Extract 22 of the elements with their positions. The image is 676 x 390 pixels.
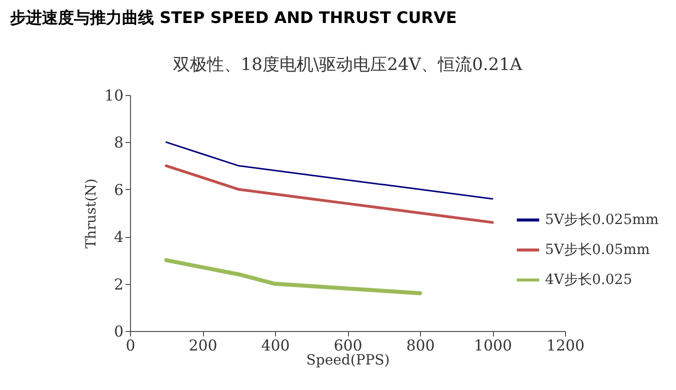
y-tick-label: 8 [114, 134, 124, 152]
y-axis-title: Thrust(N) [83, 178, 100, 249]
x-axis-title: Speed(PPS) [306, 352, 390, 368]
x-tick-label: 600 [334, 336, 362, 354]
y-tick-label: 6 [114, 180, 124, 199]
line-series [164, 258, 422, 296]
line-series [166, 141, 494, 200]
x-tick-label: 1200 [546, 336, 585, 354]
y-tick-label: 2 [114, 275, 124, 294]
legend-label: 5V步长0.025mm [545, 212, 659, 228]
y-tick-label: 10 [104, 86, 124, 104]
x-tick-label: 1000 [474, 336, 512, 354]
chart-title: 步进速度与推力曲线 STEP SPEED AND THRUST CURVE [9, 7, 458, 29]
x-tick-label: 200 [188, 336, 218, 354]
x-tick-label: 800 [406, 336, 435, 354]
y-tick-label: 0 [114, 322, 124, 340]
x-tick-label: 0 [126, 336, 136, 354]
y-tick-label: 4 [114, 228, 124, 246]
x-tick-label: 400 [261, 336, 290, 354]
line-series [164, 164, 494, 224]
legend-label: 4V步长0.025 [545, 272, 632, 288]
legend-label: 5V步长0.05mm [545, 242, 650, 258]
